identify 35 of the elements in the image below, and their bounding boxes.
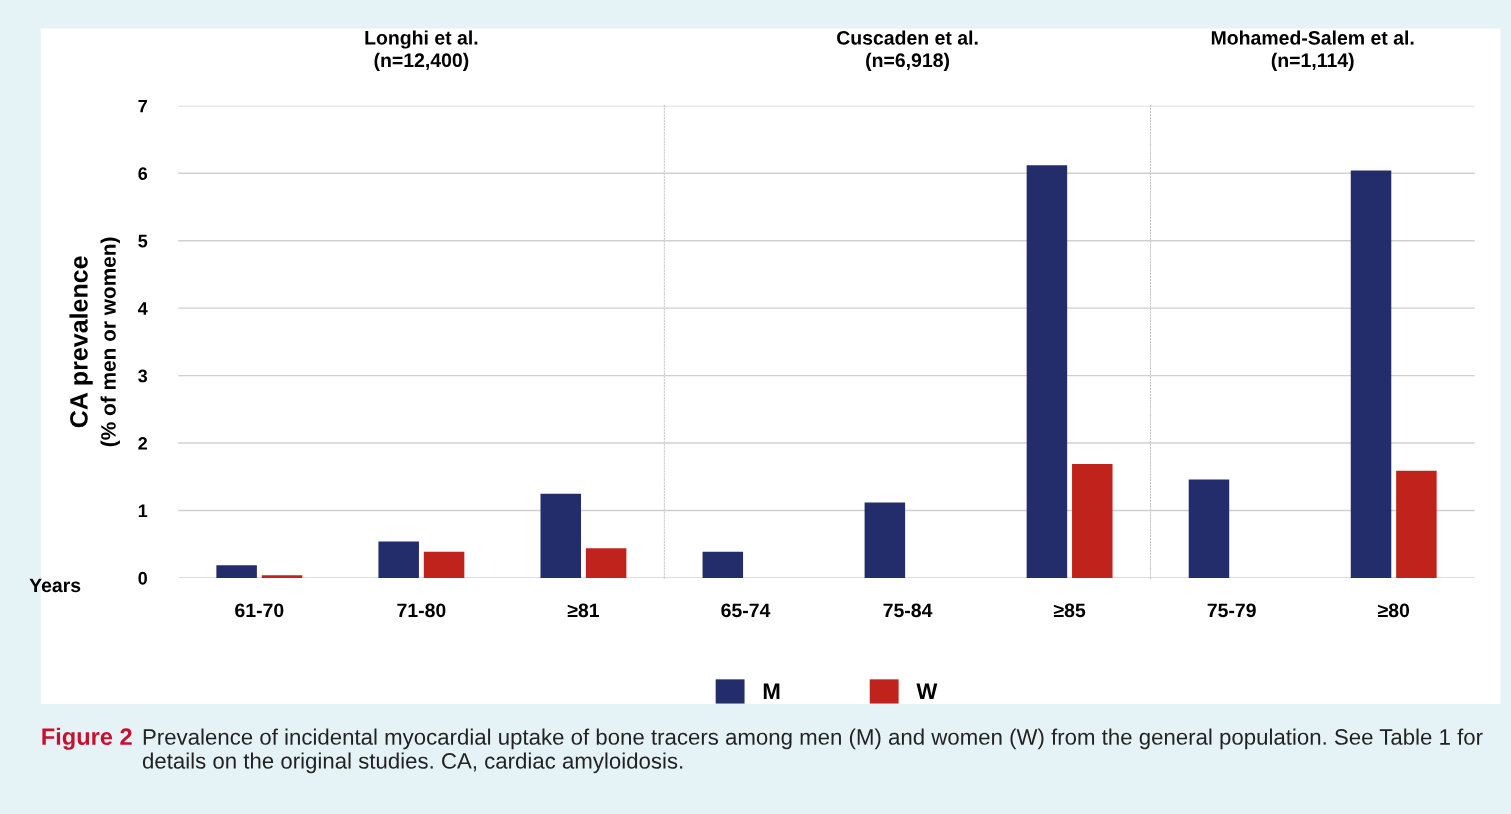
chart-title: Longhi et al. (n=12,400): [365, 30, 478, 71]
y-tick-label: 1: [138, 504, 148, 518]
y-tick-label: 0: [138, 571, 147, 585]
legend-label: W: [916, 683, 938, 699]
y-tick-label: 6: [138, 167, 148, 180]
x-tick-label: 75-84: [883, 603, 933, 618]
x-axis-title: Years: [29, 578, 81, 593]
x-tick-label: 65-74: [721, 603, 771, 618]
y-tick-label: 3: [138, 369, 148, 383]
y-tick-label: 7: [138, 99, 147, 113]
x-tick-label: ≥85: [1053, 603, 1086, 618]
bar: [864, 502, 906, 578]
y-axis-title: CA prevalence (% of men or women): [69, 237, 120, 447]
bar: [1026, 165, 1068, 578]
x-tick-label: ≥80: [1378, 603, 1410, 618]
x-tick-label: ≥81: [567, 603, 600, 618]
bar: [1072, 463, 1113, 578]
text: Prevalence of incidental myocardial uptake of bone tracers among men (M) and women (W) from the general population. See Table 1 for details on the original studies. CA, cardiac amyloidosis.: [142, 728, 1483, 774]
x-tick-label: 61-70: [235, 603, 284, 618]
y-tick-label: 4: [137, 302, 148, 315]
y-tick-label: 5: [138, 234, 148, 248]
bar: [261, 575, 303, 578]
x-tick-label: 75-79: [1207, 603, 1256, 618]
x-tick-label: 71-80: [397, 603, 446, 618]
legend-label: M: [763, 683, 780, 699]
chart-title: Mohamed-Salem et al. (n=1,114): [1211, 30, 1414, 71]
bar: [378, 541, 419, 578]
bar: [216, 565, 257, 578]
bar: [702, 551, 744, 578]
y-tick-label: 2: [138, 436, 148, 450]
caption: Figure 2: [42, 727, 132, 750]
bar: [540, 493, 581, 578]
bar: [423, 551, 465, 578]
bar: [585, 548, 627, 578]
chart-title: Cuscaden et al. (n=6,918): [837, 30, 978, 71]
